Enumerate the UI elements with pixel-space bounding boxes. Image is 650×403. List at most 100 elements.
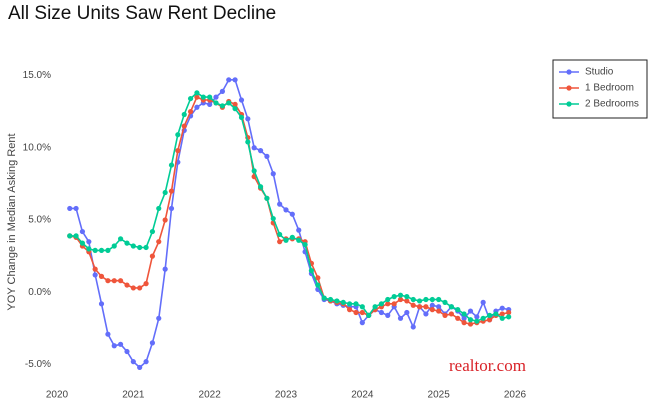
point (149, 228, 156, 235)
point (296, 237, 302, 243)
point (289, 211, 295, 217)
point (207, 94, 213, 100)
point (277, 201, 283, 207)
point (67, 205, 73, 212)
point (334, 298, 340, 304)
point (499, 311, 505, 317)
point (474, 318, 480, 324)
point (397, 292, 404, 298)
point (238, 114, 245, 120)
point (232, 106, 238, 112)
point (137, 285, 143, 291)
point (213, 94, 219, 100)
point (117, 278, 124, 284)
x-tick-label: 2024 (351, 390, 374, 401)
x-tick-label: 2022 (199, 390, 222, 401)
point (264, 195, 270, 201)
point (308, 267, 315, 274)
point (270, 171, 276, 177)
point (327, 296, 334, 303)
point (283, 207, 289, 213)
point (245, 139, 251, 145)
legend-label: 2 Bedrooms (585, 99, 639, 110)
point (67, 233, 73, 239)
point (442, 312, 448, 318)
point (168, 188, 175, 194)
point (436, 308, 442, 314)
point (321, 295, 327, 301)
point (442, 299, 448, 305)
x-tick-label: 2020 (46, 390, 69, 401)
point (467, 308, 474, 314)
point (416, 304, 423, 310)
point (461, 315, 467, 321)
point (194, 104, 200, 110)
point (359, 304, 365, 310)
point (207, 101, 213, 107)
point (416, 298, 423, 304)
point (366, 312, 372, 318)
point (429, 307, 435, 313)
y-tick-label: 5.0% (28, 215, 51, 226)
point (486, 317, 493, 323)
point (200, 94, 206, 100)
point (92, 272, 98, 278)
legend-label: 1 Bedroom (585, 83, 634, 94)
point (499, 305, 505, 311)
point (187, 95, 194, 102)
point (124, 240, 130, 246)
y-tick-label: -5.0% (25, 359, 51, 370)
point (410, 296, 416, 303)
point (378, 301, 385, 307)
series-line (69, 91, 509, 323)
point (79, 240, 86, 246)
legend-marker (566, 101, 572, 107)
point (251, 168, 257, 174)
point (194, 90, 200, 96)
point (168, 162, 175, 168)
point (455, 307, 461, 313)
point (137, 364, 143, 371)
point (353, 301, 359, 307)
point (448, 311, 455, 317)
point (162, 217, 168, 223)
x-tick-label: 2025 (428, 390, 451, 401)
point (111, 278, 117, 284)
point (372, 304, 378, 310)
point (175, 148, 181, 154)
point (162, 266, 168, 272)
point (480, 299, 486, 305)
x-tick-label: 2023 (275, 390, 298, 401)
point (404, 294, 410, 300)
point (340, 299, 346, 305)
point (86, 246, 92, 252)
point (302, 241, 308, 248)
point (156, 315, 162, 321)
point (149, 340, 156, 346)
point (385, 301, 391, 307)
point (436, 296, 442, 303)
logo: realtor.com (449, 356, 526, 375)
point (245, 116, 251, 122)
point (111, 243, 117, 249)
chart-title: All Size Units Saw Rent Decline (8, 3, 276, 24)
point (79, 228, 86, 235)
point (105, 247, 111, 253)
point (296, 227, 302, 233)
point (506, 314, 512, 320)
point (219, 103, 226, 109)
point (162, 189, 168, 196)
point (105, 331, 111, 337)
point (283, 237, 289, 243)
point (143, 244, 149, 251)
point (226, 100, 232, 106)
point (467, 317, 474, 323)
point (219, 88, 226, 94)
y-tick-label: 0.0% (28, 287, 51, 298)
point (429, 302, 435, 308)
point (277, 239, 283, 245)
point (92, 247, 98, 253)
point (429, 296, 435, 303)
point (423, 304, 429, 310)
y-axis-label: YOY Change in Median Asking Rent (6, 133, 18, 310)
